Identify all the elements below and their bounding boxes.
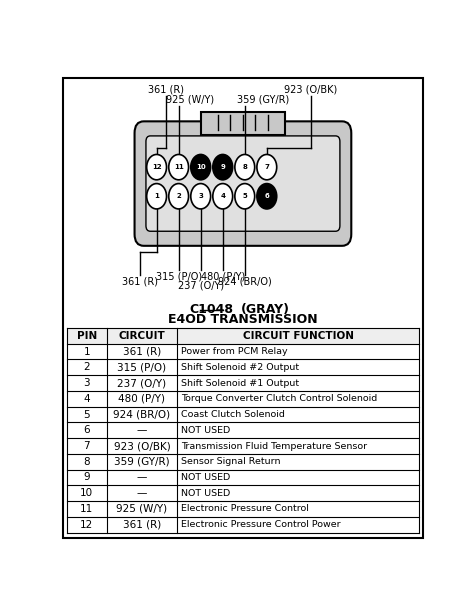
Text: 315 (P/O): 315 (P/O) — [155, 271, 202, 281]
Text: 237 (O/Y): 237 (O/Y) — [178, 281, 224, 291]
Text: 361 (R): 361 (R) — [122, 276, 158, 286]
Circle shape — [146, 184, 166, 209]
Text: 5: 5 — [242, 193, 247, 199]
Text: 12: 12 — [80, 520, 93, 529]
Text: NOT USED: NOT USED — [181, 489, 230, 498]
Text: 8: 8 — [242, 164, 247, 170]
Text: CIRCUIT: CIRCUIT — [118, 331, 165, 341]
Text: 359 (GY/R): 359 (GY/R) — [237, 95, 289, 105]
Bar — [66, 328, 419, 344]
Text: Power from PCM Relay: Power from PCM Relay — [181, 347, 288, 356]
Text: CIRCUIT FUNCTION: CIRCUIT FUNCTION — [243, 331, 354, 341]
Text: 6: 6 — [83, 425, 90, 436]
Text: 11: 11 — [174, 164, 183, 170]
Text: 7: 7 — [264, 164, 269, 170]
Text: E4OD TRANSMISSION: E4OD TRANSMISSION — [168, 313, 318, 326]
Text: 12: 12 — [152, 164, 162, 170]
Circle shape — [169, 184, 189, 209]
Text: 925 (W/Y): 925 (W/Y) — [116, 504, 167, 514]
Text: 2: 2 — [83, 362, 90, 372]
Circle shape — [213, 154, 233, 180]
Text: C1048: C1048 — [190, 303, 234, 317]
Text: —: — — [137, 488, 147, 498]
Text: Electronic Pressure Control: Electronic Pressure Control — [181, 504, 309, 514]
Text: 3: 3 — [83, 378, 90, 388]
Text: 10: 10 — [80, 488, 93, 498]
Circle shape — [169, 154, 189, 180]
Circle shape — [257, 184, 277, 209]
Circle shape — [191, 184, 210, 209]
Text: 315 (P/O): 315 (P/O) — [118, 362, 166, 372]
Text: Transmission Fluid Temperature Sensor: Transmission Fluid Temperature Sensor — [181, 442, 367, 451]
Text: Coast Clutch Solenoid: Coast Clutch Solenoid — [181, 410, 285, 419]
Text: 4: 4 — [83, 394, 90, 404]
Text: 361 (R): 361 (R) — [148, 84, 184, 95]
Text: Electronic Pressure Control Power: Electronic Pressure Control Power — [181, 520, 341, 529]
Text: 924 (BR/O): 924 (BR/O) — [218, 276, 272, 286]
Text: 9: 9 — [83, 473, 90, 483]
Text: NOT USED: NOT USED — [181, 473, 230, 482]
FancyBboxPatch shape — [146, 136, 340, 231]
Text: 1: 1 — [83, 346, 90, 357]
Text: 924 (BR/O): 924 (BR/O) — [113, 409, 171, 420]
Circle shape — [257, 154, 277, 180]
FancyBboxPatch shape — [63, 78, 423, 538]
Text: 2: 2 — [176, 193, 181, 199]
Text: 361 (R): 361 (R) — [123, 520, 161, 529]
Text: —: — — [137, 425, 147, 436]
Circle shape — [213, 184, 233, 209]
Text: 10: 10 — [196, 164, 206, 170]
Text: 3: 3 — [198, 193, 203, 199]
Text: Shift Solenoid #1 Output: Shift Solenoid #1 Output — [181, 379, 300, 387]
Text: 5: 5 — [83, 409, 90, 420]
Text: NOT USED: NOT USED — [181, 426, 230, 435]
Text: 8: 8 — [83, 457, 90, 467]
Bar — [201, 112, 285, 135]
Text: 361 (R): 361 (R) — [123, 346, 161, 357]
Text: 11: 11 — [80, 504, 93, 514]
Circle shape — [191, 154, 210, 180]
Text: 237 (O/Y): 237 (O/Y) — [118, 378, 166, 388]
Text: 1: 1 — [154, 193, 159, 199]
Text: 7: 7 — [83, 441, 90, 451]
Text: 923 (O/BK): 923 (O/BK) — [114, 441, 170, 451]
Text: 925 (W/Y): 925 (W/Y) — [165, 95, 214, 105]
Circle shape — [235, 154, 255, 180]
Text: 923 (O/BK): 923 (O/BK) — [284, 84, 337, 95]
Text: Torque Converter Clutch Control Solenoid: Torque Converter Clutch Control Solenoid — [181, 394, 377, 403]
Circle shape — [235, 184, 255, 209]
Text: Sensor Signal Return: Sensor Signal Return — [181, 458, 281, 466]
FancyBboxPatch shape — [135, 121, 351, 246]
Text: —: — — [137, 473, 147, 483]
Circle shape — [146, 154, 166, 180]
Text: 480 (P/Y): 480 (P/Y) — [118, 394, 165, 404]
Text: 4: 4 — [220, 193, 225, 199]
Text: 480 (P/Y): 480 (P/Y) — [201, 271, 245, 281]
Text: (GRAY): (GRAY) — [240, 303, 290, 317]
Text: PIN: PIN — [77, 331, 97, 341]
Text: 359 (GY/R): 359 (GY/R) — [114, 457, 170, 467]
Text: 9: 9 — [220, 164, 225, 170]
Text: 6: 6 — [264, 193, 269, 199]
Text: Shift Solenoid #2 Output: Shift Solenoid #2 Output — [181, 363, 300, 372]
